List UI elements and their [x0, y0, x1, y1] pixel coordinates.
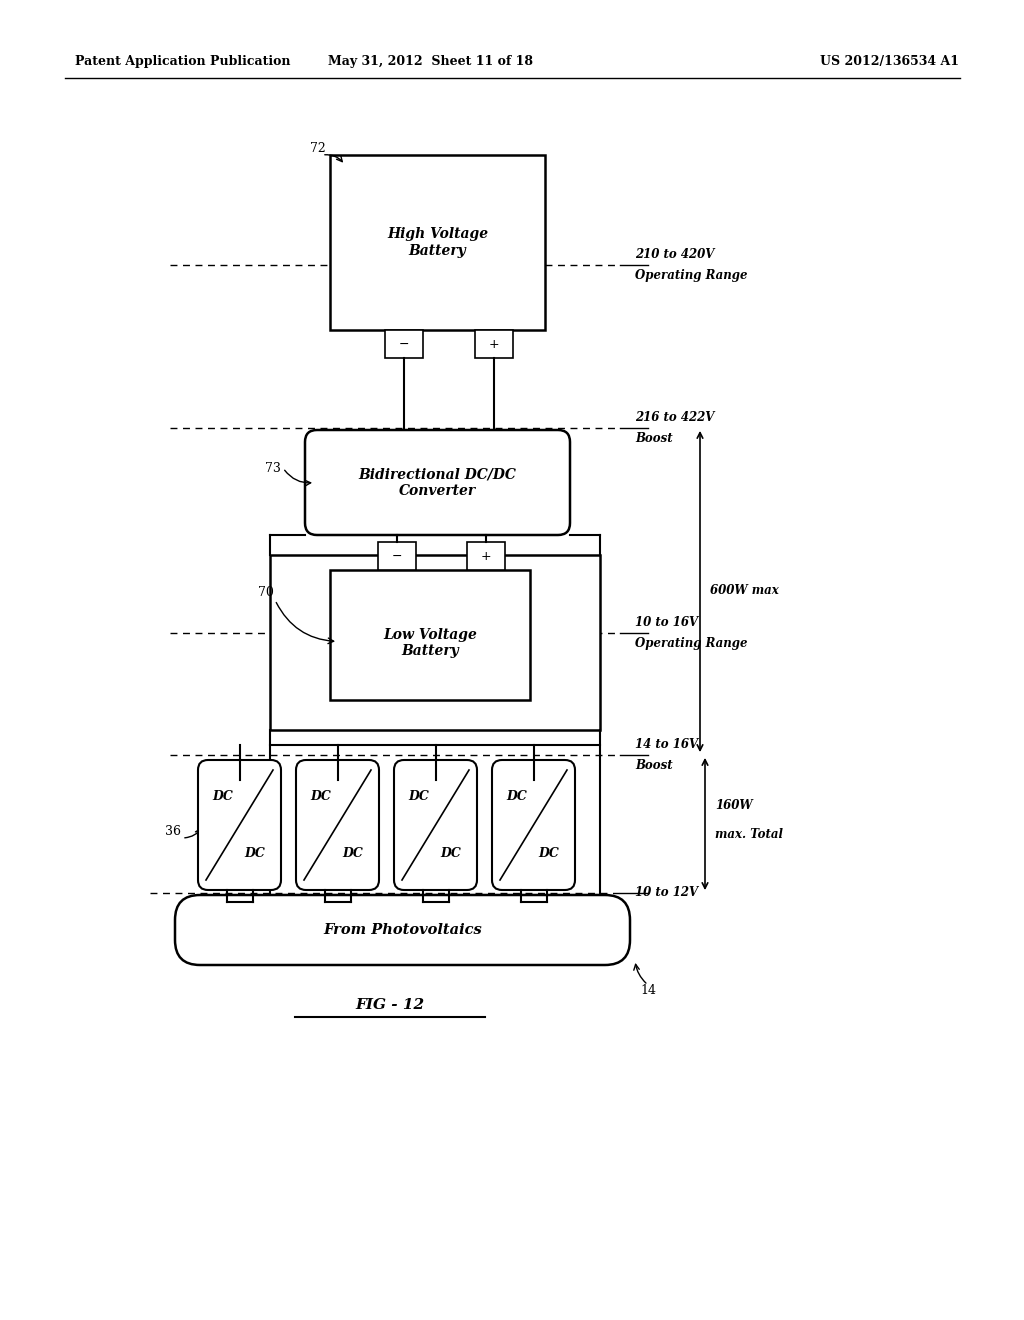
Text: Operating Range: Operating Range: [635, 638, 748, 649]
Bar: [270, 554, 600, 730]
Text: 70: 70: [258, 586, 273, 598]
Bar: [467, 543, 505, 570]
Text: FIG - 12: FIG - 12: [355, 998, 425, 1012]
Text: +: +: [480, 549, 492, 562]
Text: Patent Application Publication: Patent Application Publication: [75, 55, 291, 69]
Text: DC: DC: [507, 789, 527, 803]
Text: Boost: Boost: [635, 759, 673, 772]
Text: Low Voltage
Battery: Low Voltage Battery: [383, 628, 477, 659]
Text: −: −: [398, 338, 410, 351]
Text: 600W max: 600W max: [710, 583, 778, 597]
Text: +: +: [488, 338, 500, 351]
Text: DC: DC: [212, 789, 233, 803]
Bar: [385, 330, 423, 358]
Text: From Photovoltaics: From Photovoltaics: [324, 923, 482, 937]
Bar: [330, 570, 530, 700]
Text: −: −: [392, 549, 402, 562]
Text: 10 to 16V: 10 to 16V: [635, 616, 698, 630]
Text: Boost: Boost: [635, 432, 673, 445]
Text: High Voltage
Battery: High Voltage Battery: [387, 227, 488, 257]
Text: 14 to 16V: 14 to 16V: [635, 738, 698, 751]
FancyBboxPatch shape: [296, 760, 379, 890]
Text: 10 to 12V: 10 to 12V: [635, 887, 698, 899]
Text: 216 to 422V: 216 to 422V: [635, 411, 715, 424]
Bar: [378, 543, 416, 570]
Text: 72: 72: [310, 141, 326, 154]
Text: DC: DC: [440, 847, 461, 861]
Text: 36: 36: [165, 825, 181, 838]
Text: 73: 73: [265, 462, 281, 474]
Text: 160W: 160W: [715, 799, 753, 812]
Text: max. Total: max. Total: [715, 828, 783, 841]
FancyBboxPatch shape: [198, 760, 281, 890]
FancyBboxPatch shape: [394, 760, 477, 890]
Bar: [330, 154, 545, 330]
Bar: [475, 330, 513, 358]
FancyBboxPatch shape: [175, 895, 630, 965]
Text: US 2012/136534 A1: US 2012/136534 A1: [820, 55, 959, 69]
Text: DC: DC: [409, 789, 429, 803]
FancyBboxPatch shape: [305, 430, 570, 535]
Text: Operating Range: Operating Range: [635, 269, 748, 282]
Text: DC: DC: [310, 789, 332, 803]
Text: DC: DC: [342, 847, 362, 861]
Text: 14: 14: [640, 983, 656, 997]
Text: DC: DC: [538, 847, 559, 861]
Text: Bidirectional DC/DC
Converter: Bidirectional DC/DC Converter: [358, 467, 516, 498]
Text: 210 to 420V: 210 to 420V: [635, 248, 715, 261]
FancyBboxPatch shape: [492, 760, 575, 890]
Text: May 31, 2012  Sheet 11 of 18: May 31, 2012 Sheet 11 of 18: [328, 55, 532, 69]
Text: DC: DC: [244, 847, 265, 861]
